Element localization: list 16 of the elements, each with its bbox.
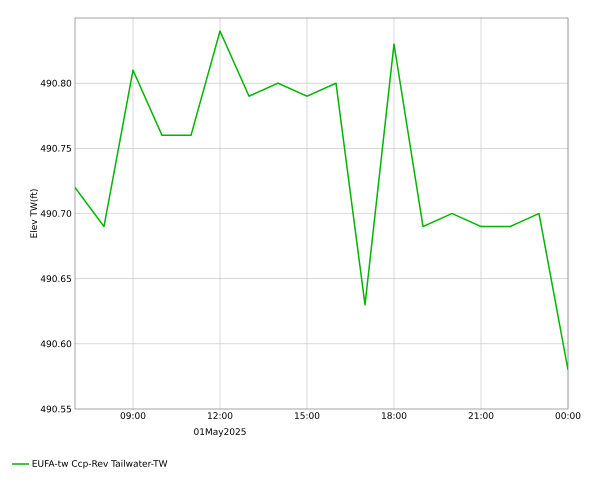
y-tick-label: 490.80 — [40, 80, 72, 87]
y-axis-title: Elev TW(ft) — [30, 189, 38, 238]
x-tick-label: 12:00 — [208, 412, 232, 420]
x-tick-label: 18:00 — [382, 412, 406, 420]
x-axis-title: 01May2025 — [194, 428, 246, 437]
x-tick-label: 00:00 — [556, 412, 580, 420]
y-tick-label: 490.65 — [40, 275, 72, 282]
y-tick-label: 490.75 — [40, 144, 72, 152]
x-tick-label: 15:00 — [295, 412, 320, 420]
legend-label: EUFA-tw Ccp-Rev Tailwater-TW — [32, 460, 168, 469]
y-tick-label: 490.60 — [40, 340, 72, 348]
x-tick-label: 09:00 — [120, 412, 146, 420]
x-tick-label: 21:00 — [468, 412, 494, 420]
y-tick-label: 490.55 — [40, 406, 72, 412]
y-tick-label: 490.70 — [40, 210, 72, 217]
line-series — [75, 30, 568, 371]
